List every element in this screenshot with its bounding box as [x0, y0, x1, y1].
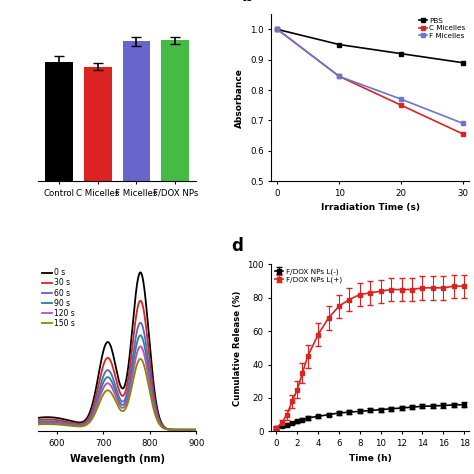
30 s	[137, 298, 143, 303]
0 s	[193, 427, 199, 433]
0 s	[172, 427, 177, 433]
Line: 120 s: 120 s	[38, 346, 196, 430]
90 s	[172, 427, 177, 433]
150 s	[127, 392, 133, 398]
60 s	[137, 320, 143, 326]
30 s	[155, 413, 161, 419]
60 s	[127, 374, 133, 380]
0 s	[35, 415, 41, 421]
60 s	[155, 416, 161, 421]
C Micelles	[460, 131, 466, 137]
Y-axis label: Cumulative Release (%): Cumulative Release (%)	[233, 290, 242, 406]
90 s	[45, 419, 50, 425]
F Micelles	[274, 27, 280, 32]
150 s	[137, 356, 143, 362]
120 s	[127, 386, 133, 392]
90 s	[131, 355, 137, 361]
60 s	[136, 322, 142, 328]
Line: 60 s: 60 s	[38, 323, 196, 430]
Line: F Micelles: F Micelles	[276, 27, 465, 125]
PBS	[398, 51, 404, 56]
150 s	[45, 421, 50, 427]
150 s	[131, 373, 137, 379]
C Micelles	[274, 27, 280, 32]
120 s	[136, 345, 142, 351]
30 s	[45, 417, 50, 422]
90 s	[193, 427, 199, 433]
0 s	[45, 414, 50, 420]
30 s	[35, 417, 41, 423]
X-axis label: Time (h): Time (h)	[349, 454, 392, 463]
90 s	[137, 332, 143, 338]
30 s	[172, 427, 177, 433]
Line: 0 s: 0 s	[38, 273, 196, 430]
Line: 150 s: 150 s	[38, 359, 196, 430]
X-axis label: Irradiation Time (s): Irradiation Time (s)	[321, 203, 420, 212]
Line: C Micelles: C Micelles	[276, 27, 465, 136]
Bar	[161, 40, 189, 181]
Line: PBS: PBS	[276, 27, 465, 64]
PBS	[274, 27, 280, 32]
X-axis label: Wavelength (nm): Wavelength (nm)	[70, 454, 164, 464]
90 s	[136, 334, 142, 340]
Text: d: d	[232, 237, 244, 255]
Text: b: b	[242, 0, 254, 5]
0 s	[136, 272, 142, 278]
0 s	[127, 350, 133, 356]
120 s	[193, 427, 199, 433]
0 s	[137, 270, 143, 275]
90 s	[155, 417, 161, 423]
120 s	[131, 364, 137, 369]
30 s	[193, 427, 199, 433]
PBS	[460, 60, 466, 65]
Legend: F/DOX NPs L(-), F/DOX NPs L(+): F/DOX NPs L(-), F/DOX NPs L(+)	[275, 268, 342, 283]
150 s	[172, 427, 177, 433]
F Micelles	[337, 73, 342, 79]
Line: 30 s: 30 s	[38, 301, 196, 430]
90 s	[35, 420, 41, 426]
0 s	[131, 307, 137, 313]
150 s	[136, 357, 142, 363]
120 s	[137, 344, 143, 349]
90 s	[127, 381, 133, 386]
120 s	[45, 420, 50, 426]
F Micelles	[460, 120, 466, 126]
150 s	[35, 421, 41, 427]
120 s	[172, 427, 177, 433]
F Micelles	[398, 96, 404, 102]
120 s	[35, 420, 41, 426]
0 s	[155, 410, 161, 416]
C Micelles	[398, 102, 404, 108]
30 s	[136, 300, 142, 306]
60 s	[45, 419, 50, 424]
PBS	[337, 42, 342, 47]
Line: 90 s: 90 s	[38, 335, 196, 430]
Y-axis label: Absorbance: Absorbance	[236, 68, 245, 128]
60 s	[172, 427, 177, 433]
30 s	[131, 328, 137, 334]
Bar	[45, 62, 73, 181]
150 s	[155, 419, 161, 425]
Bar	[84, 67, 112, 181]
60 s	[131, 346, 137, 351]
120 s	[155, 418, 161, 424]
C Micelles	[337, 73, 342, 79]
60 s	[35, 419, 41, 425]
30 s	[127, 364, 133, 369]
Legend: PBS, C Micelles, F Micelles: PBS, C Micelles, F Micelles	[419, 18, 465, 39]
150 s	[193, 427, 199, 433]
Legend: 0 s, 30 s, 60 s, 90 s, 120 s, 150 s: 0 s, 30 s, 60 s, 90 s, 120 s, 150 s	[42, 268, 75, 328]
60 s	[193, 427, 199, 433]
Bar	[123, 41, 150, 181]
